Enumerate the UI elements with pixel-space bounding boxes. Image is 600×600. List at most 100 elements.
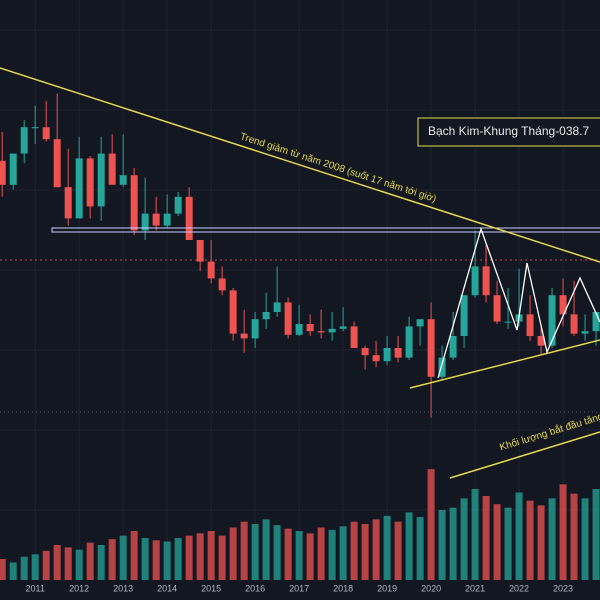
volume-bar: [295, 531, 303, 580]
candle-body: [75, 158, 83, 219]
volume-bar: [108, 539, 116, 580]
candle-body: [394, 348, 402, 358]
candle-body: [119, 175, 127, 185]
volume-trend-line: [449, 431, 600, 479]
volume-bar: [515, 492, 523, 580]
candle-body: [141, 213, 149, 231]
volume-bar: [196, 533, 204, 580]
candle-body: [152, 213, 160, 226]
x-tick-label: 2018: [333, 583, 353, 593]
volume-bar: [416, 517, 424, 580]
volume-bar: [438, 510, 446, 580]
volume-bar: [130, 531, 138, 580]
candle-body: [570, 314, 578, 334]
candle-body: [372, 355, 380, 362]
volume: [0, 469, 600, 580]
volume-bar: [306, 533, 314, 580]
resistance-band: [51, 227, 600, 233]
volume-bar: [460, 498, 468, 580]
v-grid: [34, 0, 564, 580]
candle-body: [64, 187, 72, 219]
candle-body: [350, 326, 358, 348]
volume-bar: [493, 504, 501, 580]
trend-line: [0, 67, 600, 263]
x-tick-label: 2019: [377, 583, 397, 593]
candle-body: [383, 348, 391, 362]
volume-bar: [471, 489, 479, 580]
volume-bar: [53, 545, 61, 580]
candle-body: [449, 336, 457, 358]
pattern-line: [437, 226, 600, 379]
support-line: [409, 339, 600, 389]
x-tick-label: 2013: [113, 583, 133, 593]
volume-bar: [42, 550, 50, 580]
volume-bar: [20, 556, 28, 580]
volume-bar: [75, 549, 83, 580]
candle-body: [31, 127, 39, 129]
volume-bar: [152, 540, 160, 580]
volume-bar: [174, 538, 182, 580]
candle-body: [185, 196, 193, 240]
x-axis: 2011 2012 2013 2014 2015 2016 2017 2018 2019 2020…: [26, 583, 574, 593]
candle-body: [559, 295, 567, 315]
candle-body: [86, 158, 94, 207]
volume-bar: [141, 538, 149, 580]
volume-bar: [119, 535, 127, 580]
volume-bar: [427, 469, 435, 580]
volume-bar: [218, 535, 226, 580]
candle-body: [9, 153, 17, 185]
volume-bar: [97, 545, 105, 580]
volume-bar: [482, 496, 490, 580]
volume-bar: [185, 535, 193, 580]
candle-body: [273, 302, 281, 312]
candle-body: [196, 240, 204, 262]
volume-bar: [361, 524, 369, 580]
volume-bar: [317, 527, 325, 580]
volume-bar: [449, 507, 457, 580]
candle-body: [20, 127, 28, 154]
candle-body: [460, 295, 468, 336]
candle-body: [174, 196, 182, 214]
volume-bar: [548, 498, 556, 580]
volume-bar: [592, 489, 600, 580]
volume-bar: [251, 524, 259, 580]
candle-body: [328, 328, 336, 333]
volume-bar: [262, 519, 270, 580]
candle-body: [42, 127, 50, 140]
volume-bar: [86, 542, 94, 580]
candle-body: [0, 160, 6, 185]
candle-body: [229, 290, 237, 334]
candles: [0, 93, 600, 418]
title-box: [417, 117, 600, 147]
candle-body: [207, 261, 215, 279]
volume-bar: [372, 519, 380, 580]
volume-bar: [537, 505, 545, 580]
candle-body: [526, 314, 534, 336]
volume-bar: [570, 493, 578, 580]
candle-body: [427, 319, 435, 377]
candle-body: [405, 326, 413, 358]
candle-body: [548, 295, 556, 346]
volume-bar: [64, 547, 72, 580]
x-tick-label: 2022: [509, 583, 529, 593]
x-tick-label: 2021: [465, 583, 485, 593]
candle-body: [416, 319, 424, 327]
volume-bar: [273, 525, 281, 580]
volume-bar: [31, 554, 39, 580]
volume-bar: [350, 521, 358, 580]
volume-bar: [504, 507, 512, 580]
candle-body: [438, 357, 446, 377]
x-tick-label: 2012: [69, 583, 89, 593]
candle-body: [471, 266, 479, 296]
candle-body: [130, 175, 138, 231]
volume-bar: [207, 531, 215, 580]
candle-body: [240, 333, 248, 339]
x-tick-label: 2015: [201, 583, 221, 593]
x-tick-label: 2017: [289, 583, 309, 593]
candle-body: [493, 295, 501, 322]
volume-bar: [0, 559, 6, 580]
x-tick-label: 2023: [553, 583, 573, 593]
volume-bar: [581, 498, 589, 580]
